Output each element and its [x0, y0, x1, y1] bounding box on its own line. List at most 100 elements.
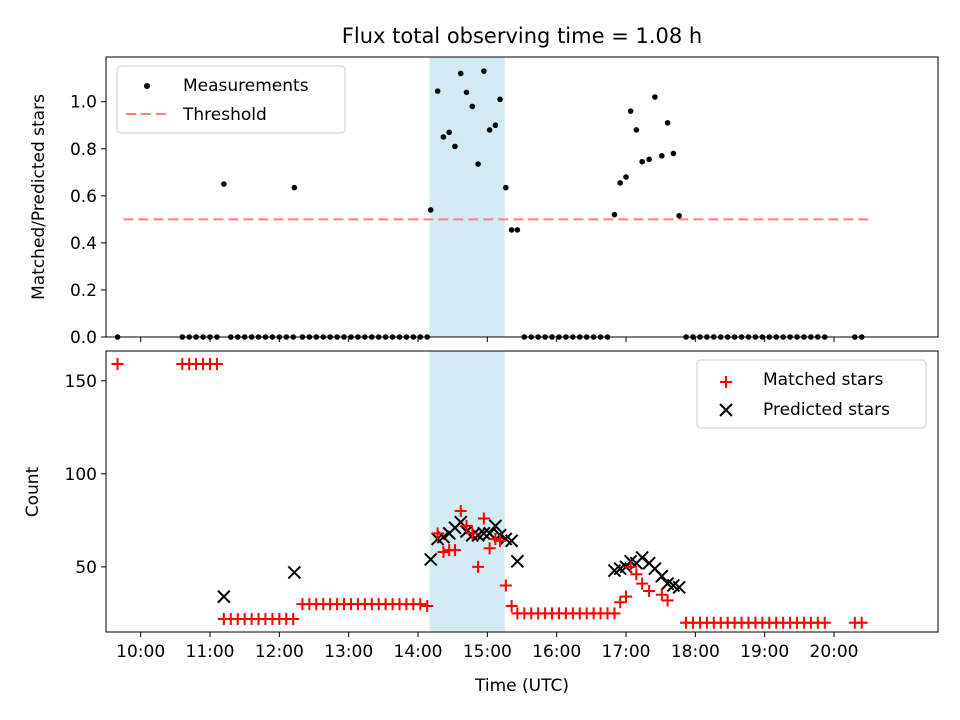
matched-star-point — [505, 599, 518, 612]
y-tick-label: 0.6 — [70, 187, 97, 207]
x-tick-label: 13:00 — [324, 642, 373, 662]
x-axis-label: Time (UTC) — [474, 676, 569, 696]
matched-star-point — [210, 358, 223, 371]
measurement-point — [503, 184, 509, 191]
matched-star-point — [818, 616, 831, 629]
measurement-point — [291, 184, 298, 191]
matched-star-point — [624, 560, 637, 573]
measurement-point — [486, 127, 493, 133]
matched-star-point — [287, 612, 300, 625]
measurement-point — [497, 96, 503, 103]
y-tick-label: 0.0 — [70, 328, 97, 348]
y-tick-label: 50 — [75, 558, 97, 578]
measurement-point — [670, 150, 677, 157]
y-tick-label: 0.8 — [70, 140, 97, 160]
predicted-star-point — [672, 580, 686, 595]
matched-star-point — [636, 577, 649, 590]
measurement-point — [440, 134, 447, 140]
top-legend-box — [116, 65, 346, 134]
x-tick-label: 15:00 — [463, 642, 512, 662]
measurement-point — [457, 70, 464, 77]
predicted-star-point — [488, 519, 503, 533]
matched-star-point — [608, 607, 621, 620]
matched-star-point — [614, 596, 627, 609]
matched-star-point — [437, 545, 450, 558]
x-tick-label: 20:00 — [810, 642, 859, 662]
measurement-point — [639, 158, 645, 165]
bottom-points — [111, 358, 868, 629]
measurement-point — [452, 143, 458, 150]
top-panel: 0.0 0.2 0.4 0.6 0.8 1.0 Matched/Predicted sta… — [29, 56, 939, 348]
matched-star-point — [483, 542, 496, 555]
measurement-point — [617, 180, 624, 186]
matched-star-point — [643, 585, 656, 598]
top-yticks: 0.0 0.2 0.4 0.6 0.8 1.0 — [70, 93, 106, 348]
bottom-band — [429, 351, 505, 632]
x-tick-label: 17:00 — [602, 642, 651, 662]
x-tick-label: 10:00 — [116, 642, 165, 662]
y-tick-label: 0.4 — [70, 234, 97, 254]
top-legend: Measurements Threshold — [116, 65, 346, 134]
x-tick-label: 19:00 — [740, 642, 789, 662]
measurement-point — [492, 122, 499, 129]
measurement-point — [623, 174, 629, 180]
matched-star-point — [414, 598, 427, 611]
predicted-star-point — [510, 554, 525, 568]
bottom-frame — [105, 350, 939, 633]
matched-star-point — [448, 544, 461, 557]
chart-title: Flux total observing time = 1.08 h — [342, 24, 702, 48]
x-tick-label: 12:00 — [255, 642, 304, 662]
measurement-point — [664, 120, 671, 126]
y-tick-label: 150 — [65, 372, 97, 392]
x-tick-label: 14:00 — [394, 642, 443, 662]
measurement-point — [652, 94, 658, 100]
matched-star-point — [630, 568, 643, 581]
matched-star-point — [655, 588, 668, 601]
bottom-xticks: 10:00 11:00 12:00 13:00 14:00 15:00 16:00 17:00… — [116, 632, 859, 662]
bottom-legend-box — [696, 359, 927, 429]
predicted-star-point — [287, 565, 302, 580]
x-tick-label: 16:00 — [532, 642, 581, 662]
measurement-point — [446, 129, 453, 136]
matched-star-point — [620, 590, 632, 603]
measurement-point — [469, 103, 476, 110]
measurement-point — [676, 213, 682, 219]
y-tick-label: 1.0 — [70, 93, 97, 113]
measurement-point — [514, 227, 521, 233]
legend-measurements-label: Measurements — [183, 76, 309, 96]
bottom-y-axis-label: Count — [23, 466, 43, 517]
predicted-star-point — [477, 526, 491, 541]
predicted-star-point — [655, 569, 669, 583]
y-tick-label: 100 — [65, 465, 97, 485]
matched-star-point — [499, 579, 512, 592]
bottom-yticks: 50 100 150 — [65, 372, 106, 578]
bottom-legend: Matched stars Predicted stars — [696, 359, 927, 429]
matched-star-point — [421, 599, 434, 612]
y-tick-label: 0.2 — [70, 281, 97, 301]
matched-star-point — [431, 527, 444, 540]
predicted-star-point — [217, 589, 231, 604]
x-tick-label: 18:00 — [671, 642, 720, 662]
measurement-point — [627, 108, 634, 114]
top-frame — [105, 56, 939, 338]
legend-measurements-marker — [144, 83, 150, 89]
predicted-star-point — [482, 526, 497, 541]
top-y-axis-label: Matched/Predicted stars — [29, 94, 49, 300]
measurement-point — [633, 127, 640, 133]
x-tick-label: 11:00 — [186, 642, 235, 662]
legend-threshold-label: Threshold — [182, 105, 267, 125]
measurement-point — [659, 153, 665, 159]
measurement-point — [646, 156, 652, 163]
top-xticks — [140, 337, 835, 342]
measurement-point — [434, 88, 441, 94]
matched-star-point — [460, 519, 473, 532]
matched-star-point — [111, 358, 124, 371]
predicted-star-point — [504, 534, 519, 548]
predicted-star-point — [424, 552, 438, 567]
legend-matched-label: Matched stars — [763, 370, 883, 390]
matched-star-point — [454, 505, 467, 518]
measurement-point — [221, 181, 227, 187]
matched-star-point — [855, 616, 868, 629]
